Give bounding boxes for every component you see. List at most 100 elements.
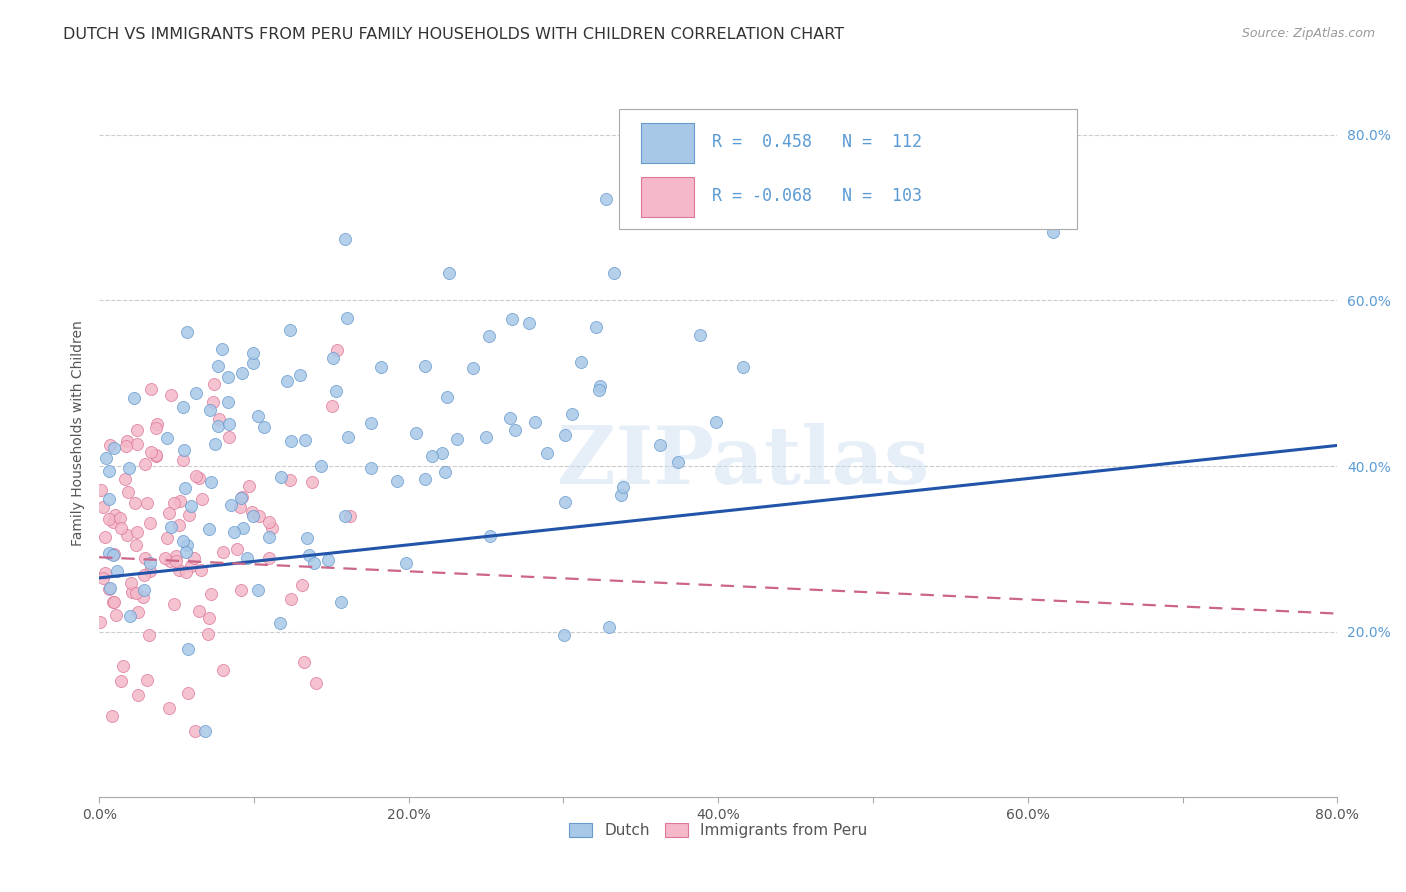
Point	[276, 374, 298, 388]
Point	[172, 401, 194, 415]
Point	[242, 509, 264, 524]
Point	[91, 571, 114, 585]
Point	[360, 416, 382, 430]
Point	[101, 548, 124, 562]
Point	[329, 595, 352, 609]
Point	[187, 470, 209, 484]
Point	[217, 394, 239, 409]
Point	[704, 415, 727, 429]
Point	[305, 676, 328, 690]
Point	[167, 518, 190, 533]
Point	[159, 506, 181, 520]
Point	[236, 551, 259, 566]
Point	[517, 316, 540, 330]
Point	[298, 548, 321, 562]
Point	[139, 516, 162, 530]
Point	[207, 359, 229, 374]
Point	[173, 443, 195, 458]
Legend: Dutch, Immigrants from Peru: Dutch, Immigrants from Peru	[562, 817, 873, 845]
Point	[169, 494, 191, 508]
Text: DUTCH VS IMMIGRANTS FROM PERU FAMILY HOUSEHOLDS WITH CHILDREN CORRELATION CHART: DUTCH VS IMMIGRANTS FROM PERU FAMILY HOU…	[63, 27, 845, 42]
Point	[211, 343, 233, 357]
Point	[292, 656, 315, 670]
Point	[104, 508, 127, 522]
Point	[125, 524, 148, 539]
Point	[218, 417, 240, 431]
Point	[598, 620, 620, 634]
Point	[98, 581, 121, 595]
Point	[202, 377, 225, 392]
Point	[385, 475, 408, 489]
Point	[731, 360, 754, 375]
Point	[211, 545, 233, 559]
Point	[165, 554, 187, 568]
Point	[103, 442, 125, 456]
Point	[325, 384, 347, 398]
Point	[689, 328, 711, 343]
Point	[321, 399, 343, 413]
Point	[179, 559, 201, 574]
Point	[180, 500, 202, 514]
Point	[336, 430, 359, 444]
Point	[207, 418, 229, 433]
FancyBboxPatch shape	[619, 109, 1077, 229]
Point	[111, 659, 134, 673]
Point	[105, 608, 128, 623]
Point	[208, 412, 231, 426]
Point	[134, 583, 156, 598]
Point	[145, 448, 167, 462]
Point	[405, 426, 427, 441]
Text: R =  0.458   N =  112: R = 0.458 N = 112	[711, 133, 922, 151]
Point	[127, 688, 149, 702]
Point	[197, 627, 219, 641]
Point	[928, 186, 950, 200]
Point	[96, 451, 118, 466]
FancyBboxPatch shape	[641, 123, 693, 163]
Point	[174, 565, 197, 579]
Point	[115, 439, 138, 453]
Point	[461, 360, 484, 375]
Point	[257, 550, 280, 565]
Point	[231, 491, 253, 505]
Point	[177, 641, 200, 656]
Point	[134, 457, 156, 471]
Point	[1042, 225, 1064, 239]
Point	[125, 586, 148, 600]
Point	[200, 475, 222, 489]
Point	[186, 386, 208, 401]
Point	[309, 459, 332, 474]
Point	[503, 423, 526, 437]
Point	[177, 686, 200, 700]
Point	[240, 505, 263, 519]
Point	[278, 323, 301, 337]
Point	[105, 565, 128, 579]
Point	[478, 329, 501, 343]
Point	[159, 520, 181, 534]
Point	[174, 545, 197, 559]
Point	[134, 567, 156, 582]
Point	[190, 491, 212, 506]
Point	[434, 465, 457, 479]
Point	[157, 701, 180, 715]
Point	[197, 611, 219, 625]
Point	[229, 582, 252, 597]
Point	[200, 403, 222, 417]
Point	[190, 563, 212, 577]
Text: ZIPatlas: ZIPatlas	[557, 423, 929, 501]
Point	[262, 521, 284, 535]
Point	[145, 449, 167, 463]
Point	[139, 556, 162, 570]
FancyBboxPatch shape	[641, 177, 693, 217]
Point	[437, 266, 460, 280]
Point	[554, 428, 576, 442]
Point	[420, 449, 443, 463]
Point	[229, 491, 252, 505]
Point	[101, 516, 124, 530]
Point	[561, 407, 583, 421]
Point	[536, 446, 558, 460]
Point	[610, 488, 633, 502]
Point	[94, 530, 117, 544]
Point	[98, 464, 121, 478]
Point	[97, 512, 120, 526]
Point	[118, 461, 141, 475]
